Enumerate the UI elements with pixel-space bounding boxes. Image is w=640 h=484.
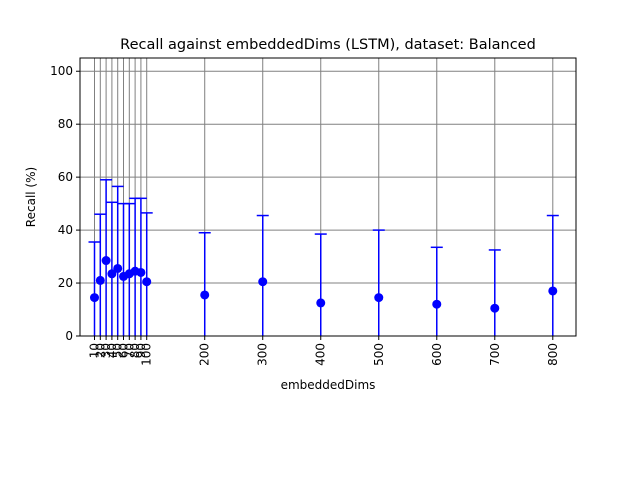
data-point [101,256,111,266]
x-tick-label: 100 [140,343,154,366]
data-point [490,303,500,313]
data-point [136,267,146,277]
data-point [107,269,117,279]
y-tick-label: 40 [58,223,73,237]
x-tick-label: 200 [198,343,212,366]
x-tick-label: 600 [430,343,444,366]
data-point [432,299,442,309]
x-tick-label: 60 [117,343,131,358]
y-tick-label: 60 [58,170,73,184]
x-tick-label: 10 [88,343,102,358]
x-tick-label: 90 [134,343,148,358]
data-point [90,293,100,303]
data-point [142,277,152,287]
data-point [95,275,105,285]
data-point [374,293,384,303]
x-tick-label: 400 [314,343,328,366]
x-tick-label: 80 [128,343,142,358]
chart-title: Recall against embeddedDims (LSTM), data… [120,37,536,53]
data-point [548,286,558,296]
y-tick-label: 20 [58,276,73,290]
y-tick-label: 0 [65,329,73,343]
x-tick-label: 300 [256,343,270,366]
plot-frame [79,57,577,337]
x-tick-label: 20 [93,343,107,358]
x-tick-label: 70 [122,343,136,358]
y-tick-label: 100 [50,64,73,78]
x-axis-label: embeddedDims [281,378,376,392]
x-tick-label: 700 [488,343,502,366]
x-tick-label: 40 [105,343,119,358]
x-tick-label: 30 [99,343,113,358]
data-point [200,290,210,300]
data-points [90,256,558,313]
x-tick-label: 800 [546,343,560,366]
data-point [258,277,268,287]
data-point [316,298,326,308]
x-tick-label: 500 [372,343,386,366]
y-axis-label: Recall (%) [24,167,38,227]
data-point [113,263,123,273]
x-tick-label: 50 [111,343,125,358]
y-tick-label: 80 [58,117,73,131]
